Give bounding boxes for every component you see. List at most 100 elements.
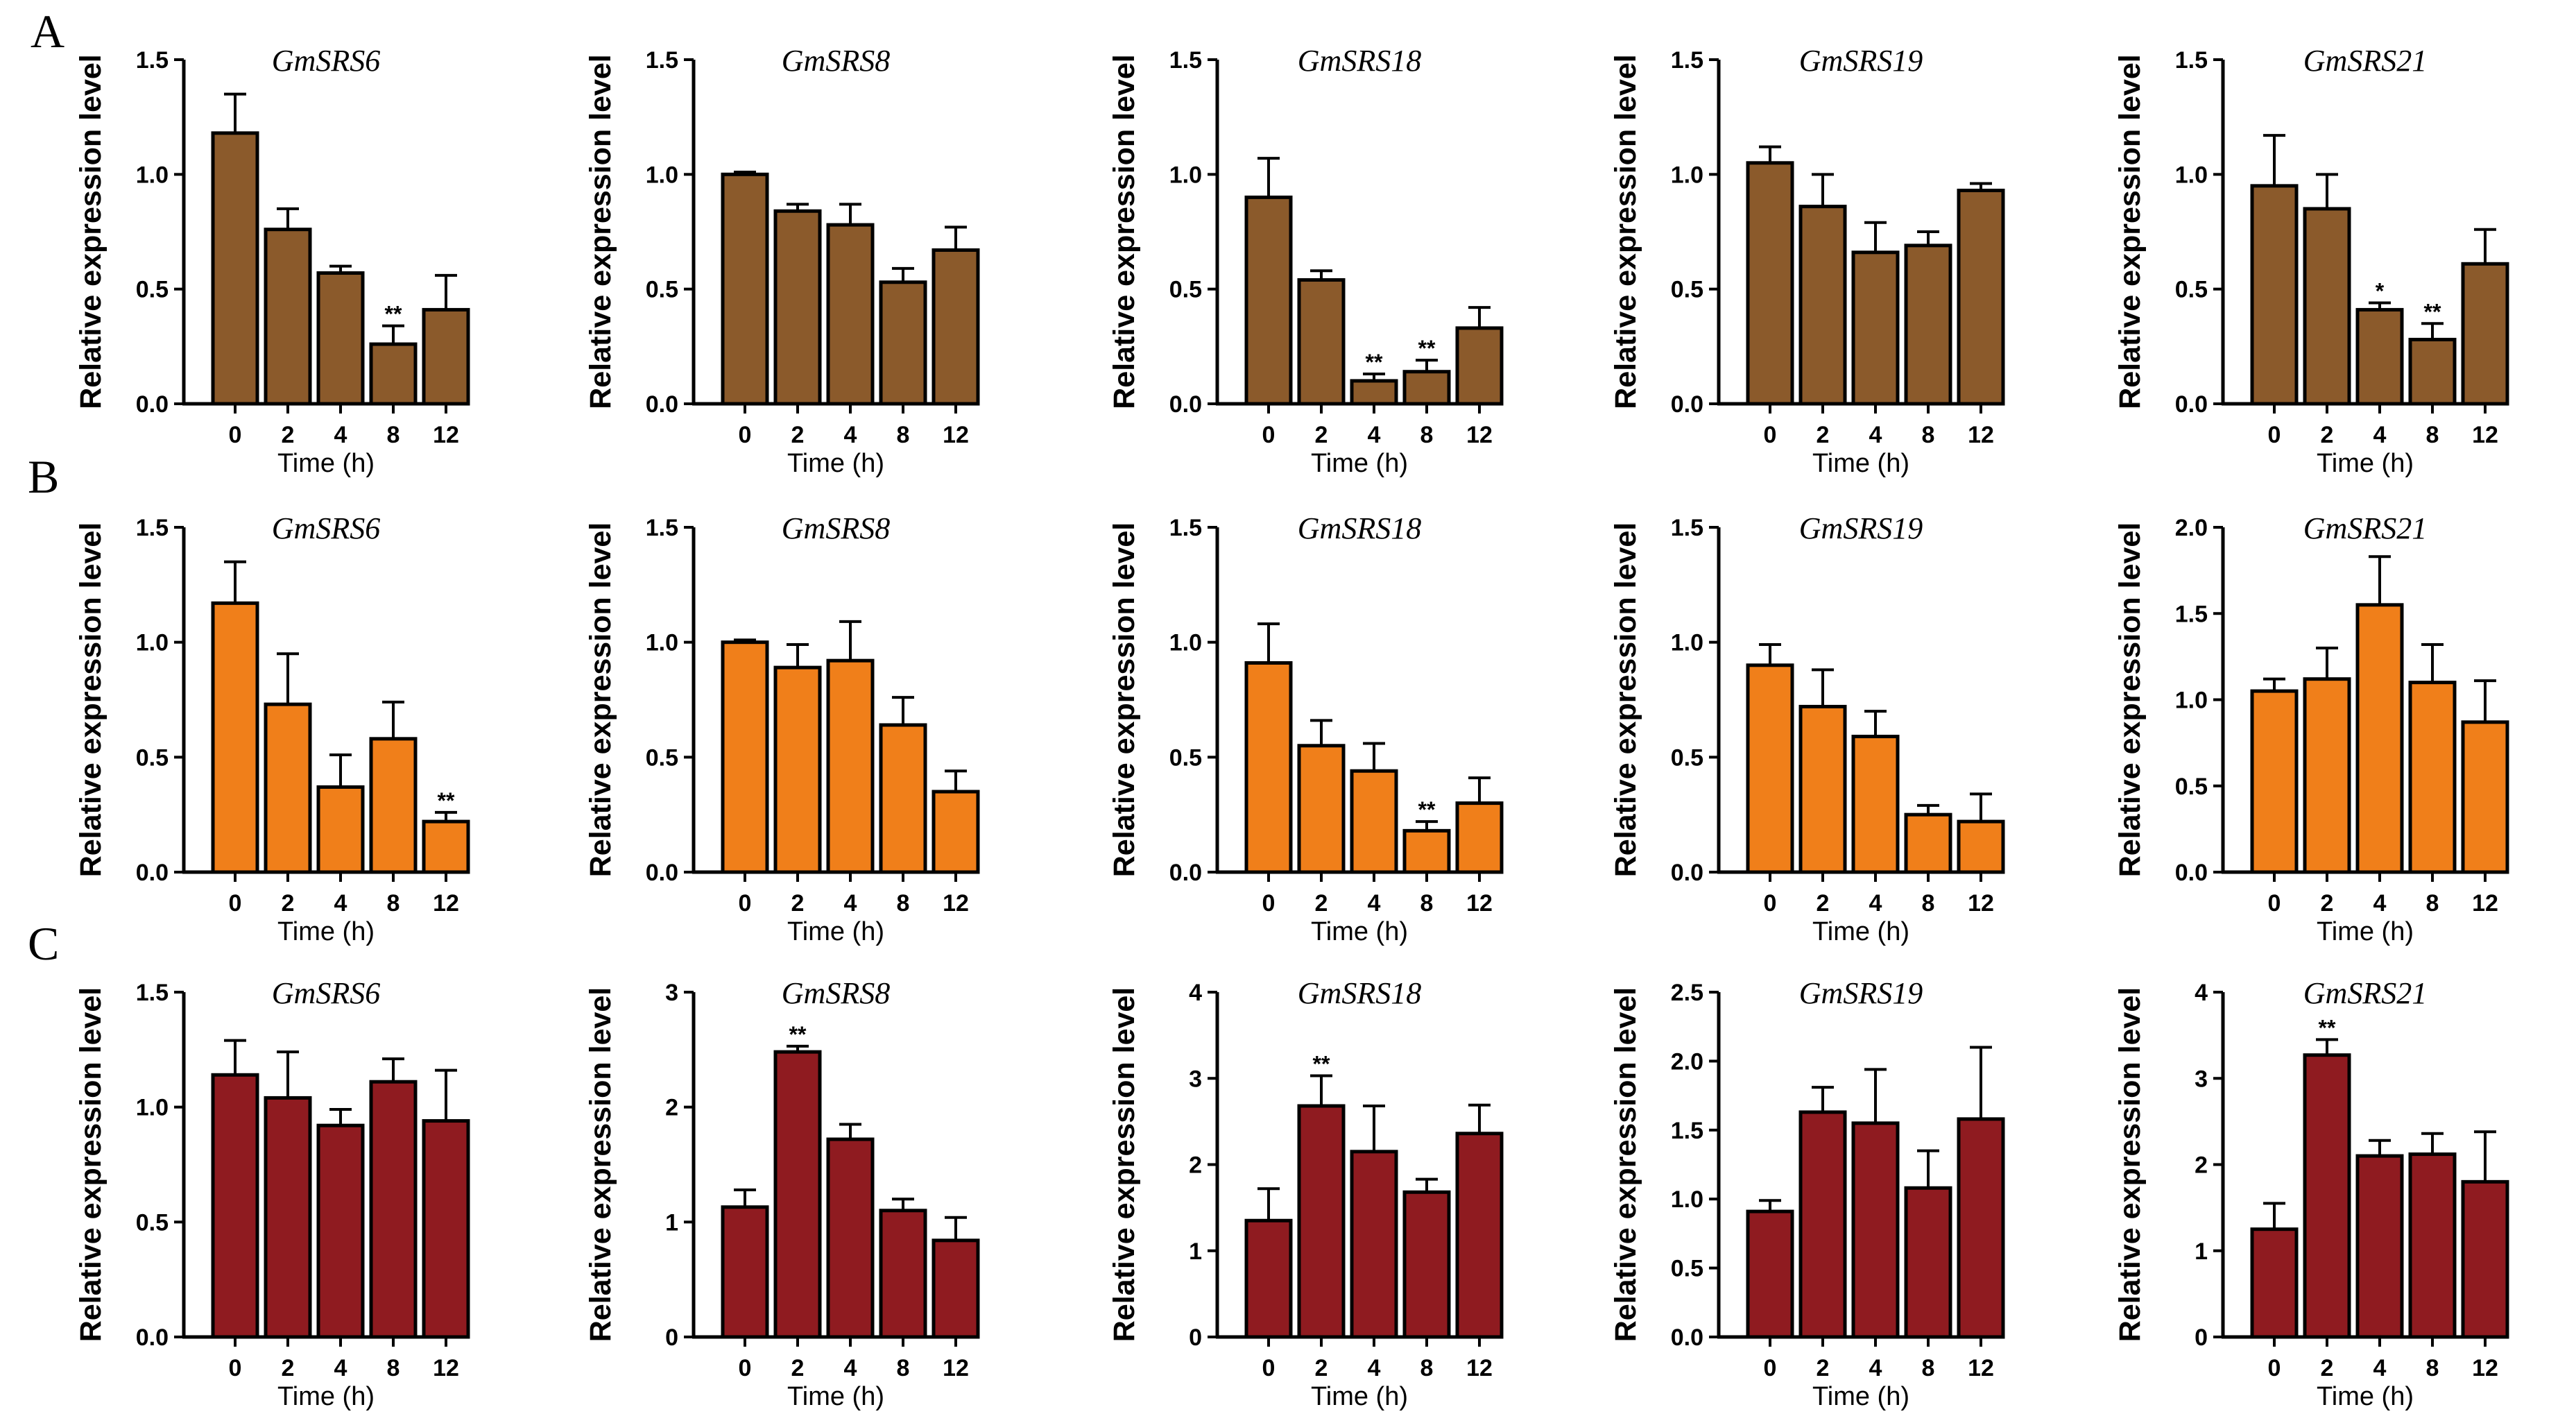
chart-b-gmsrs8-bar-12: [931, 790, 980, 874]
chart-b-gmsrs6-x-tick-label: 8: [387, 890, 400, 917]
chart-c-gmsrs21-y-tick-label: 2: [2195, 1152, 2208, 1179]
chart-a-gmsrs6-bar-8: [369, 342, 418, 406]
chart-c-gmsrs19-y-tick-label: 2.5: [1671, 980, 1703, 1006]
chart-c-gmsrs8-y-axis-label: Relative expression level: [584, 987, 617, 1343]
chart-c-gmsrs6-x-tick-label: 0: [229, 1355, 242, 1381]
chart-c-gmsrs8-significance-2: **: [789, 1022, 807, 1047]
chart-b-gmsrs6-x-axis-label: Time (h): [277, 917, 375, 946]
chart-a-gmsrs8-bar-8: [879, 280, 927, 406]
chart-a-gmsrs21-bar-0: [2250, 184, 2299, 406]
chart-a-gmsrs6-title: GmSRS6: [272, 44, 380, 78]
chart-b-gmsrs18-bar-8: [1402, 828, 1451, 874]
chart-b-gmsrs6-y-tick-label: 1.0: [136, 630, 169, 656]
chart-b-gmsrs19-y-tick-label: 0.5: [1671, 744, 1703, 771]
chart-b-gmsrs21-bar-2: [2303, 677, 2351, 874]
chart-c-gmsrs8-x-tick-label: 2: [791, 1355, 805, 1381]
chart-a-gmsrs8-y-tick-label: 0.0: [646, 391, 678, 418]
chart-c-gmsrs6-y-axis-label: Relative expression level: [74, 987, 108, 1343]
chart-b-gmsrs8-bar-4: [826, 658, 875, 874]
chart-c-gmsrs6-bar-8: [369, 1080, 418, 1339]
chart-c-gmsrs19-x-tick-label: 2: [1817, 1355, 1830, 1381]
chart-a-gmsrs18-x-tick-label: 2: [1315, 422, 1328, 448]
chart-b-gmsrs6-bar-0: [211, 601, 259, 874]
chart-a-gmsrs21-x-tick-label: 4: [2373, 422, 2387, 448]
chart-a-gmsrs8-x-tick-label: 12: [943, 422, 969, 448]
chart-b-gmsrs6-bar-12: [422, 819, 470, 874]
chart-b-gmsrs21-x-tick-label: 12: [2472, 890, 2498, 917]
chart-b-gmsrs8-y-tick-label: 1.0: [646, 630, 678, 656]
chart-c-gmsrs21-x-tick-label: 8: [2426, 1355, 2439, 1381]
chart-a-gmsrs19-y-tick-label: 0.0: [1671, 391, 1703, 418]
chart-a-gmsrs21-bar-4: [2355, 307, 2404, 406]
chart-a-gmsrs8-x-tick-label: 8: [897, 422, 910, 448]
chart-b-gmsrs19-y-tick-label: 0.0: [1671, 860, 1703, 886]
chart-c-gmsrs21-x-tick-label: 4: [2373, 1355, 2387, 1381]
chart-c-gmsrs19-bar-8: [1904, 1186, 1952, 1339]
chart-b-gmsrs8-x-tick-label: 0: [739, 890, 752, 917]
chart-c-gmsrs8-y-tick-label: 0: [665, 1324, 678, 1351]
chart-b-gmsrs8-y-tick-label: 1.5: [646, 515, 678, 541]
chart-b-gmsrs8-bar-0: [721, 640, 769, 874]
chart-a-gmsrs19-bar-4: [1851, 250, 1900, 406]
chart-a-gmsrs21-y-tick-label: 1.0: [2175, 162, 2208, 188]
chart-c-gmsrs8-x-tick-label: 8: [897, 1355, 910, 1381]
chart-c-gmsrs8-x-tick-label: 12: [943, 1355, 969, 1381]
chart-c-gmsrs18-x-tick-label: 2: [1315, 1355, 1328, 1381]
chart-b-gmsrs6-y-tick-label: 0.5: [136, 744, 169, 771]
chart-a-gmsrs19-bar-0: [1746, 161, 1794, 406]
chart-c-gmsrs21-y-tick-label: 4: [2195, 980, 2208, 1006]
chart-a-gmsrs8-bar-4: [826, 223, 875, 406]
chart-b-gmsrs8-y-tick-label: 0.0: [646, 860, 678, 886]
chart-a-gmsrs18-bar-0: [1244, 195, 1293, 406]
chart-a-gmsrs21-x-axis-label: Time (h): [2317, 449, 2414, 478]
chart-a-gmsrs8-bar-0: [721, 172, 769, 406]
panel-letter-b: B: [28, 450, 59, 503]
chart-a-gmsrs6-x-tick-label: 12: [433, 422, 459, 448]
chart-a-gmsrs6-y-tick-label: 0.0: [136, 391, 169, 418]
chart-b-gmsrs8-title: GmSRS8: [782, 511, 890, 545]
chart-c-gmsrs6-bar-2: [264, 1096, 312, 1339]
chart-c-gmsrs21-bar-2: [2303, 1053, 2351, 1339]
chart-a-gmsrs18-bar-2: [1297, 278, 1346, 406]
chart-a-gmsrs6-y-axis-label: Relative expression level: [74, 54, 108, 409]
chart-a-gmsrs8-y-tick-label: 1.5: [646, 47, 678, 74]
chart-b-gmsrs18-y-tick-label: 1.5: [1169, 515, 1202, 541]
chart-c-gmsrs19-bar-12: [1957, 1117, 2005, 1339]
chart-b-gmsrs18-x-tick-label: 8: [1420, 890, 1434, 917]
chart-c-gmsrs8-x-tick-label: 4: [844, 1355, 857, 1381]
chart-b-gmsrs18-y-tick-label: 0.0: [1169, 860, 1202, 886]
chart-c-gmsrs19-title: GmSRS19: [1799, 976, 1923, 1010]
chart-b-gmsrs6-y-tick-label: 1.5: [136, 515, 169, 541]
chart-a-gmsrs8-y-axis-label: Relative expression level: [584, 54, 617, 409]
chart-c-gmsrs21-y-tick-label: 0: [2195, 1324, 2208, 1351]
chart-a-gmsrs18-bar-8: [1402, 370, 1451, 406]
chart-a-gmsrs19-x-tick-label: 0: [1764, 422, 1777, 448]
chart-b-gmsrs8-x-tick-label: 4: [844, 890, 857, 917]
chart-b-gmsrs19-bar-4: [1851, 735, 1900, 874]
chart-a-gmsrs19-y-axis-label: Relative expression level: [1609, 54, 1642, 409]
chart-c-gmsrs18-x-axis-label: Time (h): [1311, 1382, 1408, 1411]
chart-a-gmsrs18-bar-12: [1455, 326, 1504, 406]
chart-b-gmsrs19-x-axis-label: Time (h): [1812, 917, 1909, 946]
chart-c-gmsrs19-y-tick-label: 1.5: [1671, 1118, 1703, 1144]
chart-a-gmsrs19-y-tick-label: 1.5: [1671, 47, 1703, 74]
chart-b-gmsrs19-y-tick-label: 1.0: [1671, 630, 1703, 656]
chart-a-gmsrs21-y-tick-label: 1.5: [2175, 47, 2208, 74]
chart-a-gmsrs8-y-tick-label: 0.5: [646, 277, 678, 303]
chart-b-gmsrs19-y-tick-label: 1.5: [1671, 515, 1703, 541]
chart-a-gmsrs18-x-axis-label: Time (h): [1311, 449, 1408, 478]
chart-b-gmsrs6-x-tick-label: 0: [229, 890, 242, 917]
chart-b-gmsrs21-y-tick-label: 1.0: [2175, 688, 2208, 714]
chart-b-gmsrs19-x-tick-label: 4: [1869, 890, 1882, 917]
chart-c-gmsrs6-x-tick-label: 8: [387, 1355, 400, 1381]
chart-c-gmsrs18-x-tick-label: 0: [1262, 1355, 1276, 1381]
chart-c-gmsrs6-y-tick-label: 1.0: [136, 1095, 169, 1121]
chart-b-gmsrs18-y-tick-label: 0.5: [1169, 744, 1202, 771]
chart-c-gmsrs19-x-tick-label: 4: [1869, 1355, 1882, 1381]
chart-b-gmsrs21-bar-0: [2250, 689, 2299, 874]
chart-b-gmsrs6-x-tick-label: 2: [282, 890, 295, 917]
chart-b-gmsrs19-bar-8: [1904, 812, 1952, 874]
chart-c-gmsrs8-bar-0: [721, 1205, 769, 1339]
chart-c-gmsrs21-title: GmSRS21: [2303, 976, 2427, 1010]
